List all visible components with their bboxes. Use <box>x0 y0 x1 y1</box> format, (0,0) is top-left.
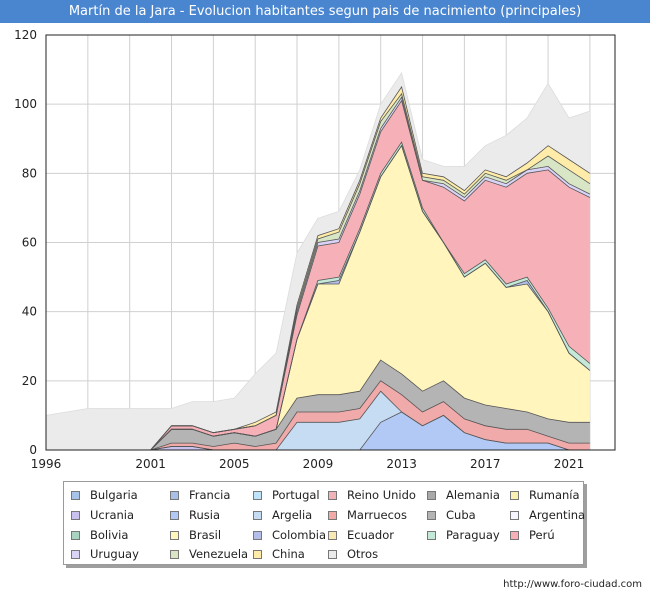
y-tick-label: 100 <box>14 97 37 111</box>
legend-swatch <box>427 531 436 540</box>
legend-label: Venezuela <box>189 547 249 561</box>
legend-swatch <box>71 531 80 540</box>
legend-swatch <box>170 491 179 500</box>
legend-swatch <box>328 550 337 559</box>
legend-label: Otros <box>347 547 379 561</box>
legend-label: Bulgaria <box>90 488 138 502</box>
area-marruecos <box>46 380 590 450</box>
legend-label: Rusia <box>189 508 220 522</box>
area-ucrania <box>46 446 590 450</box>
legend-label: Alemania <box>446 488 500 502</box>
legend-swatch <box>253 531 262 540</box>
legend: Bulgaria Francia Portugal Reino Unido Aleman… <box>63 481 586 565</box>
legend-swatch <box>328 531 337 540</box>
legend-label: Rumanía <box>529 488 580 502</box>
chart-title: Martín de la Jara - Evolucion habitantes… <box>0 0 650 23</box>
legend-swatch <box>71 550 80 559</box>
x-tick-label: 2005 <box>219 457 250 471</box>
legend-label: Argelia <box>272 508 313 522</box>
legend-label: Paraguay <box>446 528 500 542</box>
legend-label: Francia <box>189 488 231 502</box>
legend-label: Cuba <box>446 508 476 522</box>
legend-swatch <box>510 531 519 540</box>
legend-label: Argentina <box>529 508 586 522</box>
legend-swatch <box>253 550 262 559</box>
legend-swatch <box>170 550 179 559</box>
y-tick-label: 120 <box>14 28 37 42</box>
legend-label: Ucrania <box>90 508 135 522</box>
source-credit: http://www.foro-ciudad.com <box>503 579 642 590</box>
y-tick-label: 0 <box>29 443 37 457</box>
legend-swatch <box>328 491 337 500</box>
legend-label: Colombia <box>272 528 327 542</box>
x-tick-label: 2013 <box>386 457 417 471</box>
x-tick-label: 2017 <box>470 457 501 471</box>
x-tick-label: 1996 <box>31 457 62 471</box>
legend-swatch <box>253 491 262 500</box>
x-tick-label: 2009 <box>303 457 334 471</box>
area-peru <box>46 100 590 450</box>
legend-swatch <box>170 531 179 540</box>
chart-plot: 0 20 40 60 80 100 120 1996 2001 2005 2009 2013 2017 2… <box>14 28 616 471</box>
stacked-areas <box>46 73 590 451</box>
legend-swatch <box>427 491 436 500</box>
legend-swatch <box>328 511 337 520</box>
legend-label: Perú <box>529 528 555 542</box>
area-otros <box>46 73 590 450</box>
area-argelia <box>46 391 590 450</box>
legend-label: Bolivia <box>90 528 129 542</box>
area-rusia <box>46 412 590 450</box>
y-tick-label: 20 <box>22 374 37 388</box>
legend-label: Brasil <box>189 528 222 542</box>
legend-label: Portugal <box>272 488 320 502</box>
legend-label: China <box>272 547 305 561</box>
line-otros <box>45 72 591 416</box>
series-lines <box>45 72 591 451</box>
y-tick-label: 60 <box>22 236 37 250</box>
legend-swatch <box>71 491 80 500</box>
x-tick-label: 2021 <box>554 457 585 471</box>
legend-swatch <box>170 511 179 520</box>
x-tick-label: 2001 <box>135 457 166 471</box>
y-tick-label: 80 <box>22 166 37 180</box>
legend-swatch <box>71 511 80 520</box>
area-brasil <box>46 145 590 450</box>
legend-swatch <box>510 511 519 520</box>
y-tick-label: 40 <box>22 305 37 319</box>
line-argelia <box>46 390 590 451</box>
axis-ticks: 0 20 40 60 80 100 120 1996 2001 2005 2009 2013 2017 2… <box>14 28 584 471</box>
line-marruecos <box>46 380 590 451</box>
line-china <box>46 85 591 451</box>
line-paraguay <box>46 141 591 451</box>
legend-label: Reino Unido <box>347 488 416 502</box>
area-cuba <box>46 360 590 450</box>
plot-border <box>45 34 616 451</box>
legend-swatch <box>427 511 436 520</box>
legend-label: Uruguay <box>90 547 139 561</box>
legend-label: Ecuador <box>347 528 394 542</box>
legend-label: Marruecos <box>347 508 407 522</box>
legend-swatch <box>253 511 262 520</box>
legend-swatch <box>510 491 519 500</box>
